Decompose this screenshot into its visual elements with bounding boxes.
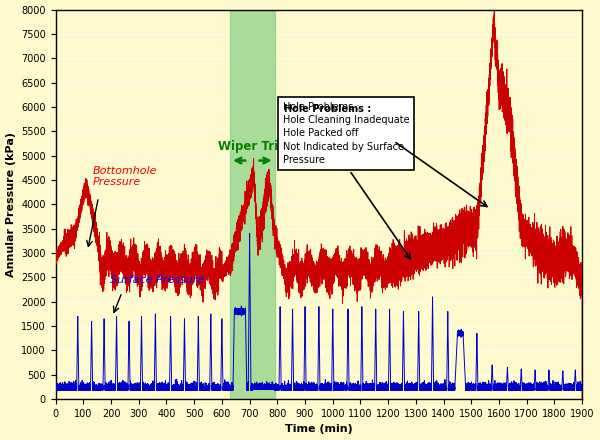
Text: Hole Problems :: Hole Problems : [284, 103, 371, 114]
X-axis label: Time (min): Time (min) [285, 425, 353, 434]
Text: Bottomhole
Pressure: Bottomhole Pressure [93, 166, 158, 187]
Text: Hole Problems :
Hole Cleaning Inadequate
Hole Packed off
Not Indicated by Surfac: Hole Problems : Hole Cleaning Inadequate… [283, 102, 409, 165]
Text: Surface Pressure: Surface Pressure [110, 275, 204, 285]
Bar [230, 10, 275, 399]
Text: Wiper Trip: Wiper Trip [218, 140, 287, 153]
Y-axis label: Annular Pressure (kPa): Annular Pressure (kPa) [5, 132, 16, 277]
